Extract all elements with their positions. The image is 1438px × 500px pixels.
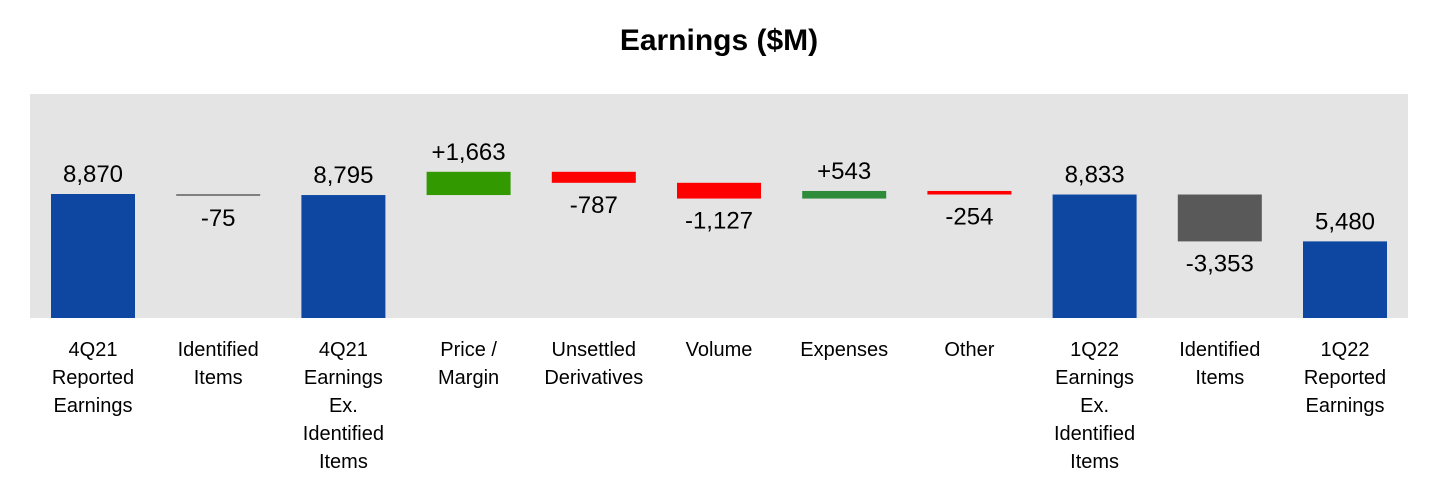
value-label-10: 5,480 bbox=[1315, 208, 1375, 235]
bar-5 bbox=[677, 182, 761, 199]
bar-4 bbox=[551, 171, 636, 183]
bar-7 bbox=[927, 190, 1012, 195]
category-label-5: Volume bbox=[685, 339, 753, 361]
category-label-10: 1Q22 Reported Earnings bbox=[1303, 339, 1387, 417]
value-label-8: 8,833 bbox=[1065, 162, 1125, 189]
value-label-3: +1,663 bbox=[432, 139, 506, 166]
category-label-2: 4Q21 Earnings Ex. Identified Items bbox=[302, 339, 384, 473]
category-label-3: Price / Margin bbox=[438, 339, 500, 389]
category-label-6: Expenses bbox=[800, 339, 889, 361]
bar-6 bbox=[802, 190, 887, 199]
category-label-0: 4Q21 Reported Earnings bbox=[51, 339, 135, 417]
bar-9 bbox=[1177, 194, 1262, 242]
chart-title: Earnings ($M) bbox=[619, 24, 819, 57]
category-label-7: Other bbox=[944, 339, 995, 361]
bar-8 bbox=[1052, 194, 1137, 318]
value-label-5: -1,127 bbox=[685, 208, 753, 235]
value-label-6: +543 bbox=[817, 158, 871, 185]
value-label-0: 8,870 bbox=[63, 161, 123, 188]
category-label-4: Unsettled Derivatives bbox=[544, 339, 644, 389]
bar-10 bbox=[1303, 241, 1387, 318]
value-label-7: -254 bbox=[945, 204, 993, 231]
bar-2 bbox=[301, 195, 386, 318]
bar-1 bbox=[176, 194, 261, 196]
value-label-1: -75 bbox=[201, 205, 236, 232]
value-label-9: -3,353 bbox=[1186, 250, 1254, 277]
bar-3 bbox=[426, 171, 511, 196]
category-label-1: Identified Items bbox=[177, 339, 259, 389]
category-label-9: Identified Items bbox=[1179, 339, 1261, 389]
value-label-2: 8,795 bbox=[313, 162, 373, 189]
value-label-4: -787 bbox=[570, 192, 618, 219]
bar-0 bbox=[51, 194, 135, 318]
category-label-8: 1Q22 Earnings Ex. Identified Items bbox=[1054, 339, 1136, 473]
